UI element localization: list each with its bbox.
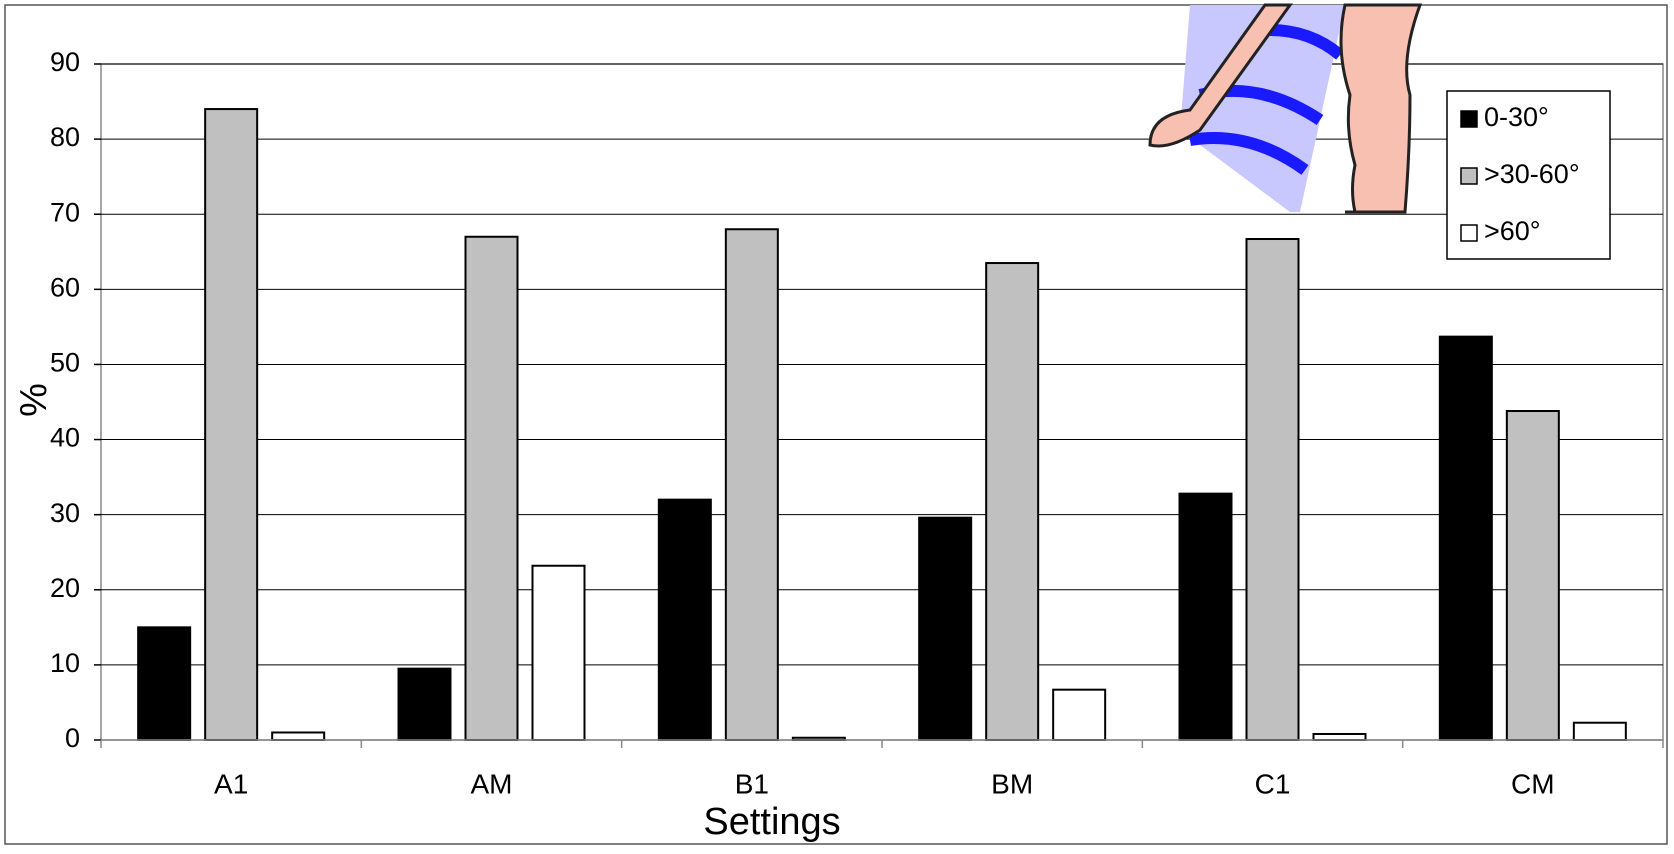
bar (1053, 690, 1105, 740)
y-tick-label: 90 (50, 47, 80, 77)
plot-area (101, 64, 1663, 740)
legend-swatch (1461, 225, 1477, 241)
bar (1314, 734, 1366, 740)
legend-label: >60° (1484, 216, 1541, 246)
y-tick-label: 20 (50, 573, 80, 603)
upper-arm (1341, 5, 1420, 212)
bar (1247, 239, 1299, 740)
bar (1574, 723, 1626, 740)
y-tick-label: 10 (50, 648, 80, 678)
legend-label: 0-30° (1484, 102, 1549, 132)
legend: 0-30° >30-60° >60° (1447, 91, 1610, 259)
bar (138, 627, 190, 740)
legend-label: >30-60° (1484, 159, 1580, 189)
bar (399, 669, 451, 740)
y-tick-label: 50 (50, 348, 80, 378)
y-tick-label: 60 (50, 272, 80, 302)
bar (1507, 411, 1559, 740)
x-tick-label: AM (471, 768, 513, 799)
bar (272, 732, 324, 740)
y-tick-label: 0 (65, 723, 80, 753)
y-tick-label: 30 (50, 498, 80, 528)
y-tick-label: 70 (50, 197, 80, 227)
x-tick-label: A1 (214, 768, 248, 799)
x-axis-label: Settings (703, 801, 840, 843)
chart: % Settings 0-30° >30-60° >60° 0 10 20 30 40 50 6… (0, 0, 1674, 849)
x-tick-label: C1 (1255, 768, 1291, 799)
y-tick-label: 40 (50, 423, 80, 453)
legend-swatch (1461, 168, 1477, 184)
bar (726, 229, 778, 740)
bar (986, 263, 1038, 740)
bar (919, 518, 971, 740)
bar (1180, 494, 1232, 740)
y-axis-label: % (13, 383, 55, 417)
x-tick-label: B1 (735, 768, 769, 799)
x-tick-label: CM (1511, 768, 1555, 799)
x-tick-label: BM (991, 768, 1033, 799)
y-tick-label: 80 (50, 122, 80, 152)
bar (533, 566, 585, 740)
bar (659, 500, 711, 740)
bar (466, 237, 518, 740)
bar (1440, 337, 1492, 740)
legend-swatch (1461, 111, 1477, 127)
bar (205, 109, 257, 740)
